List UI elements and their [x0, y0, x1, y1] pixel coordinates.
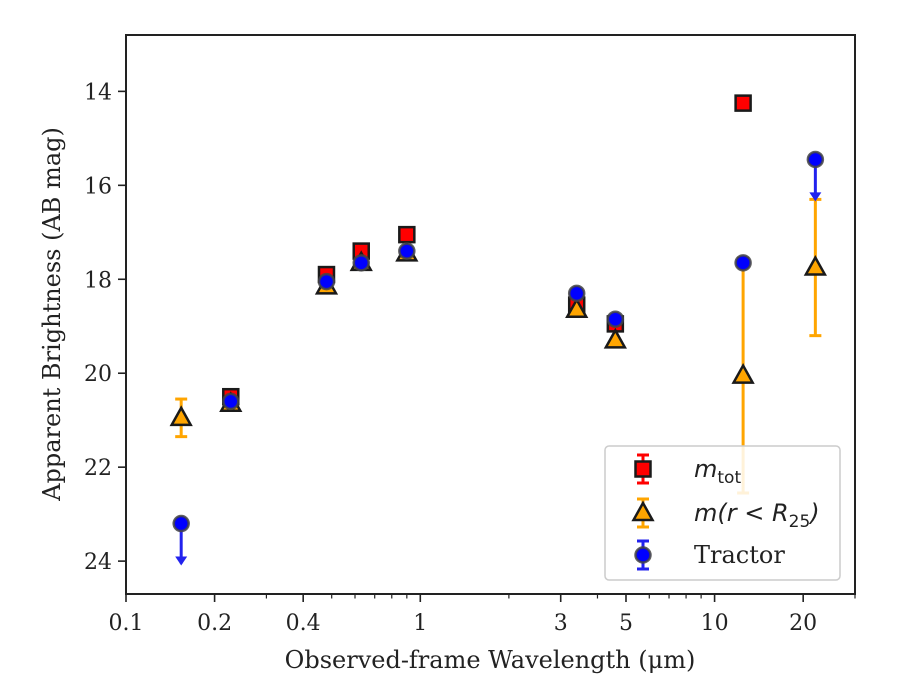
series-tractor-marker [398, 242, 416, 260]
series-tractor-marker [317, 272, 336, 291]
series-mr25-marker [803, 254, 827, 276]
plot-frame [125, 34, 856, 595]
x-axis-ticks: 0.1 0.2 0.4 1 3 5 10 20 [109, 594, 856, 636]
series-mr25-marker [731, 363, 755, 384]
series-mtot-marker [734, 94, 752, 112]
series-mr25-marker [565, 297, 589, 319]
x-tick-label: 1 [413, 611, 427, 636]
x-tick-label: 20 [789, 611, 817, 636]
legend-marker [631, 500, 655, 522]
data-marks [169, 94, 827, 566]
legend-label: mtot [694, 455, 741, 488]
y-tick-label: 18 [84, 268, 112, 293]
x-tick-label: 0.2 [197, 611, 232, 636]
legend: mtot m(r < R25) Tractor [604, 445, 841, 581]
series-tractor-marker-limit-arrow [175, 556, 188, 566]
series-tractor-marker [606, 310, 625, 328]
series-mr25-marker [169, 405, 193, 427]
x-axis-label: Observed-frame Wavelength (μm) [285, 646, 696, 674]
series-tractor-marker [806, 150, 825, 169]
x-tick-label: 5 [619, 611, 633, 636]
legend-marker [634, 546, 652, 564]
legend-marker [634, 460, 652, 478]
x-tick-label: 10 [701, 611, 729, 636]
series-tractor-marker [222, 392, 240, 411]
y-tick-label: 24 [84, 550, 112, 575]
legend-label: m(r < R25) [694, 499, 820, 532]
legend-label: Tractor [694, 541, 785, 569]
series-tractor-marker [172, 514, 190, 533]
y-axis-label: Apparent Brightness (AB mag) [38, 127, 66, 502]
series-mtot-marker [398, 225, 416, 244]
series-tractor-marker [567, 284, 586, 303]
legend-box [604, 445, 841, 581]
series-tractor-marker [734, 254, 752, 272]
y-tick-label: 20 [84, 362, 112, 387]
y-axis-ticks: 14 16 18 20 22 24 [84, 80, 126, 575]
x-tick-label: 0.1 [109, 611, 144, 636]
series-tractor-marker [352, 254, 370, 272]
y-tick-label: 22 [84, 456, 112, 481]
series-tractor-marker-limit-arrow [809, 192, 822, 202]
series-mr25-marker [603, 327, 627, 349]
y-tick-label: 16 [84, 174, 112, 199]
x-tick-label: 3 [554, 611, 568, 636]
y-tick-label: 14 [84, 80, 112, 105]
x-tick-label: 0.4 [286, 611, 321, 636]
